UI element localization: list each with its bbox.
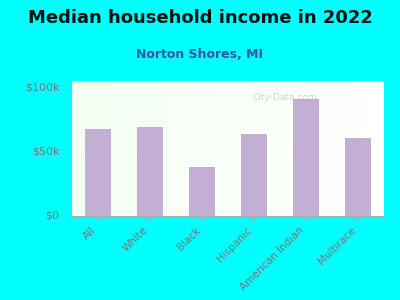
Text: $50k: $50k xyxy=(32,147,60,157)
Bar xyxy=(137,127,163,216)
Bar xyxy=(241,134,267,216)
Bar xyxy=(85,129,111,216)
Text: $100k: $100k xyxy=(25,82,60,92)
Bar xyxy=(189,167,215,216)
Bar xyxy=(345,138,371,216)
Bar xyxy=(293,99,319,216)
Text: $0: $0 xyxy=(46,211,60,221)
Text: Norton Shores, MI: Norton Shores, MI xyxy=(136,48,264,61)
Text: City-Data.com: City-Data.com xyxy=(253,93,318,102)
Text: Median household income in 2022: Median household income in 2022 xyxy=(28,9,372,27)
